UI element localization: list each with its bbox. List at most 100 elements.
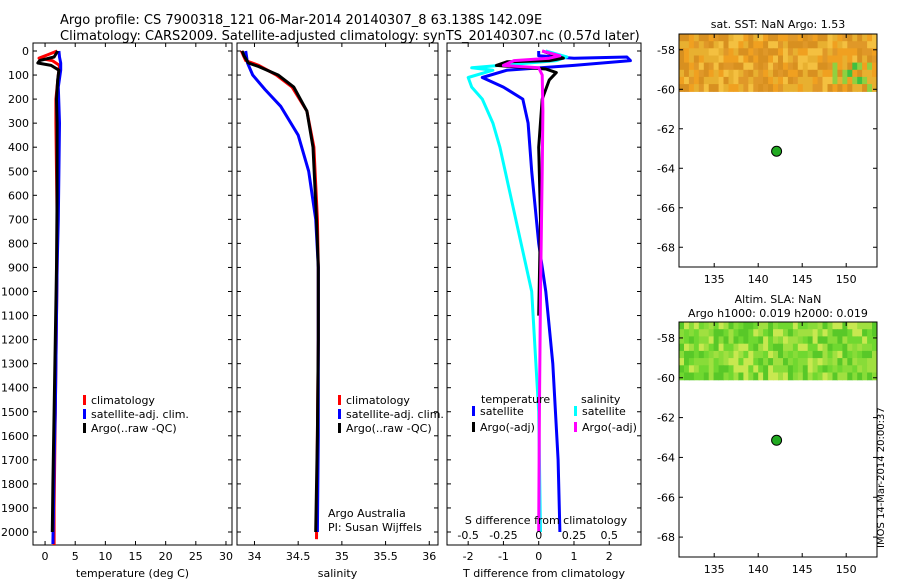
sst_map-heatmap-cell — [867, 41, 873, 49]
sst_map-heatmap-cell — [688, 41, 695, 49]
sst_map-heatmap-cell — [847, 55, 853, 64]
sst_map-heatmap-cell — [693, 62, 700, 71]
sla_map-heatmap-cell — [812, 336, 819, 345]
sla_map-heatmap-cell — [827, 372, 833, 381]
sst_map-heatmap-cell — [728, 69, 734, 78]
sla_map-heatmap-cell — [847, 365, 853, 374]
sst_map-heatmap-cell — [733, 41, 739, 49]
sst_map-heatmap-cell — [862, 48, 868, 57]
sst_map-heatmap-cell — [817, 34, 824, 42]
sla_map-heatmap-cell — [832, 343, 838, 352]
temperature-xtick-label: 10 — [98, 550, 112, 563]
sla_map-heatmap-cell — [708, 365, 715, 374]
sst_map-heatmap-cell — [743, 48, 749, 57]
sla_map-heatmap-cell — [743, 329, 749, 337]
sst_map-heatmap-cell — [748, 41, 754, 49]
sla_map-heatmap-cell — [693, 372, 700, 381]
sla_map-heatmap-cell — [679, 322, 685, 330]
sla_map-heatmap-cell — [812, 365, 819, 374]
differences-legend-label: satellite — [582, 405, 626, 418]
sst_map-heatmap-cell — [753, 84, 759, 92]
sst_map-heatmap-cell — [679, 34, 685, 42]
sla_map-heatmap-cell — [812, 372, 819, 381]
sst_map-heatmap-cell — [743, 34, 749, 42]
sst_map-heatmap-cell — [723, 62, 729, 71]
sla_map-heatmap-cell — [792, 329, 799, 337]
sla_map-heatmap-cell — [733, 329, 739, 337]
sla_map-heatmap-cell — [807, 329, 814, 337]
sla_map-heatmap-cell — [792, 365, 799, 374]
depth-tick-label: 600 — [8, 189, 29, 202]
sst_map-heatmap-cell — [872, 69, 878, 78]
sst_map-heatmap-cell — [763, 41, 769, 49]
sst_map-heatmap-cell — [857, 76, 863, 85]
sla_map-heatmap-cell — [792, 372, 799, 381]
sla_map-heatmap-cell — [679, 372, 685, 381]
sst_map-heatmap-cell — [718, 34, 725, 42]
sst_map-heatmap-cell — [792, 55, 799, 64]
sla_map-heatmap-cell — [773, 329, 779, 337]
sst_map-heatmap-cell — [857, 84, 863, 92]
sla_map-heatmap-cell — [703, 358, 710, 366]
sla_map-heatmap-cell — [817, 372, 824, 381]
sla_map-heatmap-cell — [723, 322, 729, 330]
sst_map-heatmap-cell — [688, 55, 695, 64]
sla_map-heatmap-cell — [763, 329, 769, 337]
sst_map-heatmap-cell — [787, 84, 794, 92]
sst_map-heatmap-cell — [827, 84, 833, 92]
sla_map-heatmap-cell — [743, 322, 749, 330]
sla_map-heatmap-cell — [807, 322, 814, 330]
depth-tick-label: 1200 — [1, 334, 29, 347]
sst_map-heatmap-cell — [693, 76, 700, 85]
sla_map-heatmap-cell — [847, 336, 853, 345]
sla_map-heatmap-cell — [748, 322, 754, 330]
sla_map-heatmap-cell — [802, 358, 809, 366]
sst_map-heatmap-cell — [738, 69, 744, 78]
sla_map-heatmap-cell — [857, 336, 863, 345]
sst_map-heatmap-cell — [698, 48, 705, 57]
sst_map-heatmap-cell — [768, 41, 774, 49]
sst_map-heatmap-cell — [753, 34, 759, 42]
sla_map-heatmap-cell — [822, 343, 828, 352]
header-line-2: Climatology: CARS2009. Satellite-adjuste… — [60, 29, 640, 44]
sst_map-heatmap-cell — [817, 62, 824, 71]
depth-tick-label: 900 — [8, 261, 29, 274]
differences-top-xtick-label: -0.25 — [489, 529, 517, 542]
sst_map-heatmap-cell — [688, 84, 695, 92]
sst_map-heatmap-cell — [812, 55, 819, 64]
sst_map-heatmap-cell — [773, 41, 779, 49]
sst_map-heatmap-cell — [807, 48, 814, 57]
sla_map-heatmap-cell — [847, 350, 853, 359]
sst_map-heatmap-cell — [723, 41, 729, 49]
sst_map-heatmap-cell — [693, 34, 700, 42]
sst_map-heatmap-cell — [718, 55, 725, 64]
sst_map-heatmap-cell — [708, 62, 715, 71]
sst_map-heatmap-cell — [852, 84, 858, 92]
sst_map-heatmap-cell — [753, 62, 759, 71]
differences-top-xtick-label: 0 — [535, 529, 542, 542]
temperature-legend-label: climatology — [91, 394, 155, 407]
sla_map-heatmap-cell — [792, 358, 799, 366]
sla_map-heatmap-cell — [688, 329, 695, 337]
sla_map-heatmap-cell — [797, 322, 804, 330]
sla_map-heatmap-cell — [852, 372, 858, 381]
sst_map-heatmap-cell — [832, 41, 838, 49]
sla_map-heatmap-cell — [743, 372, 749, 381]
sla_map-heatmap-cell — [773, 343, 779, 352]
sst_map-heatmap-cell — [783, 48, 789, 57]
sst_map-heatmap-cell — [698, 84, 705, 92]
sla_map-heatmap-cell — [738, 365, 744, 374]
sla_map-ytick-label: -60 — [657, 372, 675, 385]
sla_map-heatmap-cell — [872, 343, 878, 352]
sst_map-heatmap-cell — [723, 84, 729, 92]
sla_map-heatmap-cell — [679, 336, 685, 345]
sla_map-heatmap-cells — [679, 322, 878, 381]
sla_map-heatmap-cell — [713, 365, 720, 374]
sst_map-heatmap-cell — [693, 69, 700, 78]
depth-tick-label: 1000 — [1, 286, 29, 299]
sla_map-heatmap-cell — [778, 365, 784, 374]
sla_map-heatmap-cell — [867, 365, 873, 374]
temperature-xtick-label: 15 — [129, 550, 143, 563]
sst_map-heatmap-cell — [862, 62, 868, 71]
sla_map-heatmap-cell — [783, 322, 789, 330]
